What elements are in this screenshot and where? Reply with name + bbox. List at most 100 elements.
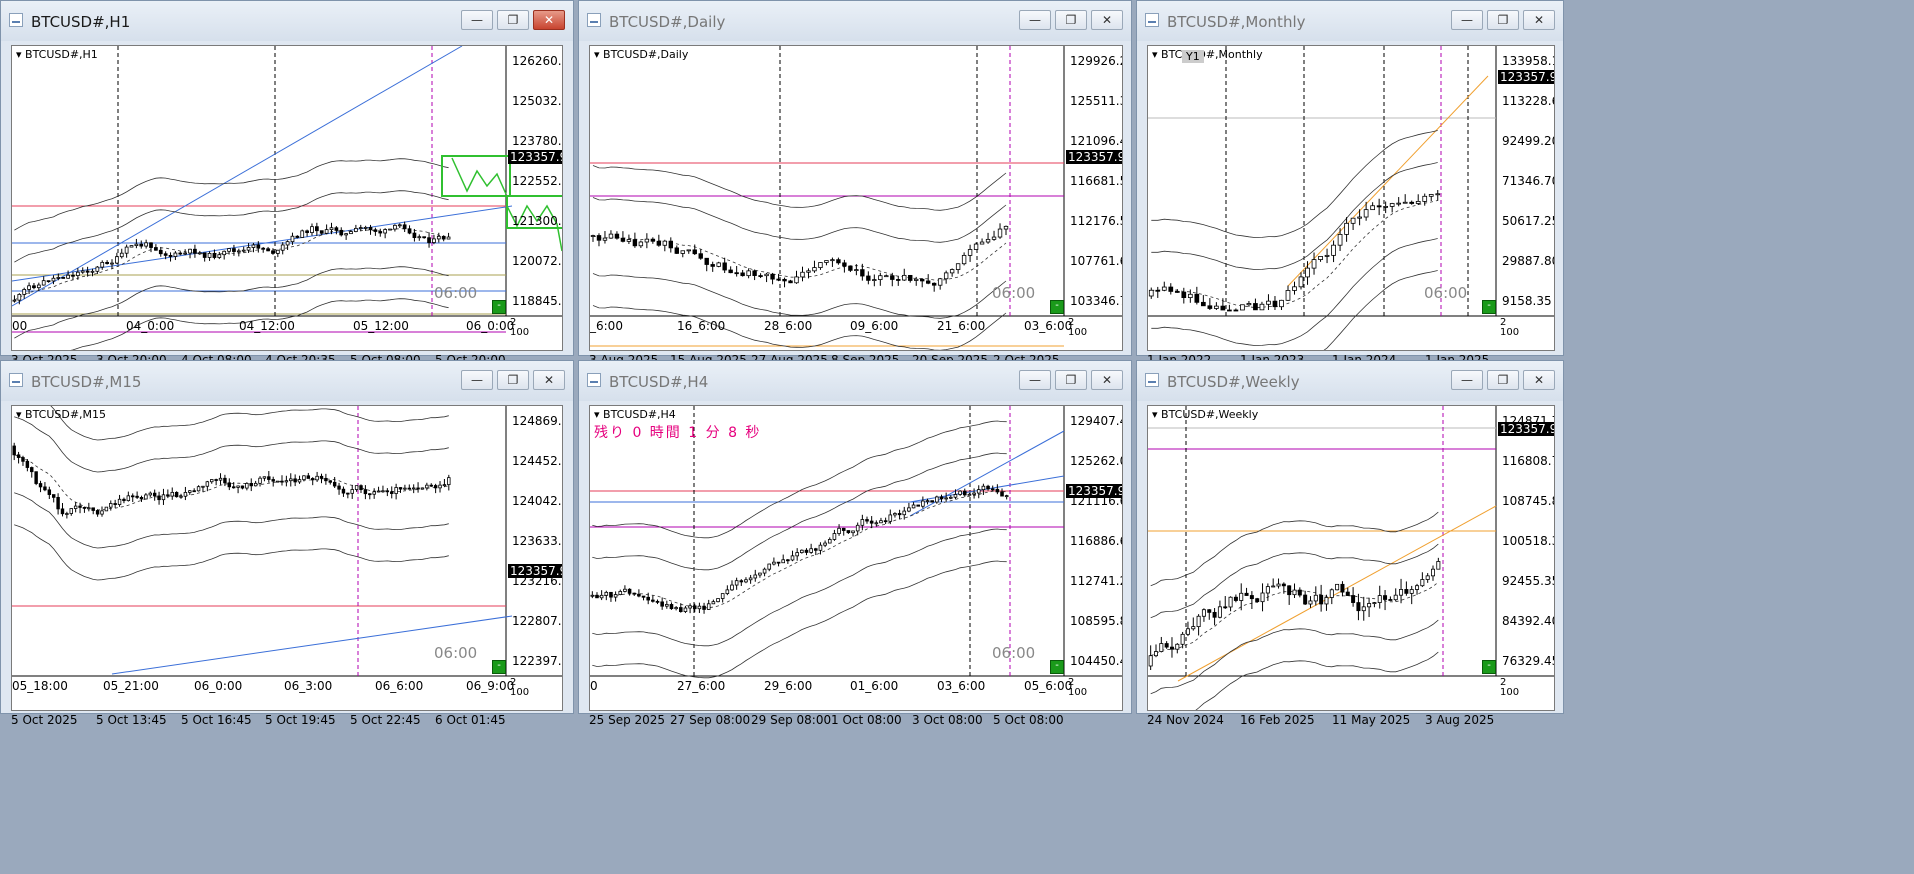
candle (1155, 286, 1161, 298)
one-click-trading-button[interactable]: - (492, 300, 506, 314)
candle (1233, 594, 1238, 603)
close-button[interactable]: ✕ (1091, 370, 1123, 390)
candle (12, 295, 17, 303)
one-click-trading-button[interactable]: - (1482, 300, 1496, 314)
candle (662, 239, 668, 252)
time-axis-label: 04_12:00 (239, 319, 295, 333)
maximize-button[interactable]: ❐ (497, 10, 529, 30)
chart-window-w1[interactable]: BTCUSD#,Weekly — ❐ ✕ ▾ BTCUSD#,Weekly 124871.… (1136, 360, 1564, 727)
candle (739, 579, 744, 586)
candle (350, 484, 354, 499)
price-axis-label: 108595.80 (1070, 614, 1122, 628)
period-toggle-label[interactable]: Y1 (1182, 50, 1204, 63)
maximize-button[interactable]: ❐ (1487, 370, 1519, 390)
title-bar[interactable]: BTCUSD#,Monthly — ❐ ✕ (1137, 1, 1563, 41)
candle (1244, 587, 1249, 596)
minimize-button[interactable]: — (1019, 370, 1051, 390)
trend-line[interactable] (1177, 505, 1497, 682)
candle (1266, 294, 1271, 310)
title-bar[interactable]: BTCUSD#,M15 — ❐ ✕ (1, 361, 573, 401)
minimize-button[interactable]: — (1451, 370, 1483, 390)
candle (1331, 240, 1336, 263)
candle (1223, 596, 1228, 609)
close-button[interactable]: ✕ (1091, 10, 1123, 30)
candle (730, 580, 734, 591)
candle (1196, 614, 1201, 636)
chart-window-h1[interactable]: BTCUSD#,H1 —❐✕ ▾ BTCUSD#,H1 126260.25 125032… (0, 0, 574, 367)
one-click-trading-button[interactable]: - (1050, 300, 1064, 314)
one-click-trading-button[interactable]: - (1482, 660, 1496, 674)
candle (1436, 557, 1441, 570)
price-axis-label: 9158.35 (1502, 294, 1552, 308)
scale-corner-label: 2 100 (1068, 317, 1088, 338)
candle (75, 268, 80, 280)
chart-canvas[interactable] (590, 406, 1123, 711)
candle (976, 485, 981, 499)
title-bar[interactable]: BTCUSD#,H4 — ❐ ✕ (579, 361, 1131, 401)
candle (818, 262, 823, 270)
chart-canvas[interactable] (590, 46, 1123, 351)
candle (1212, 608, 1217, 626)
candle (1324, 248, 1330, 264)
trend-line[interactable] (12, 205, 513, 282)
price-chart[interactable]: ▾ BTCUSD#,Monthly 133958.10 113228.65 92499… (1147, 45, 1555, 351)
candle (16, 451, 21, 464)
maximize-button[interactable]: ❐ (1487, 10, 1519, 30)
candle (1389, 202, 1395, 213)
bollinger-upper (1150, 543, 1439, 619)
candle (1324, 594, 1329, 611)
trend-line[interactable] (909, 430, 1065, 517)
candle (319, 230, 324, 236)
candle (884, 274, 889, 278)
chart-symbol-label: ▾ BTCUSD#,H4 (594, 408, 676, 421)
candle (344, 233, 348, 240)
chart-window-m15[interactable]: BTCUSD#,M15 —❐✕ ▾ BTCUSD#,M15 124869.55 1244… (0, 360, 574, 727)
chart-canvas[interactable] (1148, 406, 1555, 711)
candle (334, 226, 339, 235)
minimize-button[interactable]: — (461, 370, 493, 390)
chart-canvas[interactable] (12, 46, 563, 351)
trend-line[interactable] (1287, 75, 1489, 287)
minimize-button[interactable]: — (1451, 10, 1483, 30)
candle (38, 480, 43, 493)
price-chart[interactable]: ▾ BTCUSD#,H1 126260.25 125032.80 123780.30 1… (11, 45, 563, 351)
minimize-button[interactable]: — (461, 10, 493, 30)
price-chart[interactable]: ▾ BTCUSD#,M15 124869.55 124452.05 124042.90… (11, 405, 563, 711)
close-button[interactable]: ✕ (1523, 10, 1555, 30)
date-axis-label: 29 Sep 08:00 (751, 713, 832, 727)
candle (830, 257, 835, 267)
chart-canvas[interactable] (1148, 46, 1555, 351)
chart-window-d1[interactable]: BTCUSD#,Daily —❐✕ ▾ BTCUSD#,Daily 129926.20… (578, 0, 1132, 367)
candle (590, 591, 595, 599)
candle (618, 589, 623, 596)
candle (866, 271, 871, 285)
close-button[interactable]: ✕ (1523, 370, 1555, 390)
trend-line[interactable] (12, 46, 463, 307)
one-click-trading-button[interactable]: - (492, 660, 506, 674)
title-bar[interactable]: BTCUSD#,Daily — ❐ ✕ (579, 1, 1131, 41)
maximize-button[interactable]: ❐ (1055, 370, 1087, 390)
trend-line[interactable] (111, 615, 513, 675)
minimize-button[interactable]: — (1019, 10, 1051, 30)
chart-window-h4[interactable]: BTCUSD#,H4 —❐✕ ▾ BTCUSD#,H4 129407.40 125262… (578, 360, 1132, 727)
time-axis-label: _6:00 (590, 319, 623, 333)
candle (1246, 301, 1252, 307)
title-bar[interactable]: BTCUSD#,H1 — ❐ ✕ (1, 1, 573, 41)
candle (943, 270, 949, 284)
price-axis-label: 133958.10 (1502, 54, 1554, 68)
candle (644, 233, 650, 249)
close-button[interactable]: ✕ (533, 370, 565, 390)
maximize-button[interactable]: ❐ (497, 370, 529, 390)
price-chart[interactable]: ▾ BTCUSD#,Weekly124871.70116808.75108745… (1147, 405, 1555, 711)
maximize-button[interactable]: ❐ (1055, 10, 1087, 30)
close-button[interactable]: ✕ (533, 10, 565, 30)
title-bar[interactable]: BTCUSD#,Weekly — ❐ ✕ (1137, 361, 1563, 401)
projection-box[interactable] (506, 195, 563, 229)
bollinger-lower (14, 266, 449, 339)
chart-window-mn[interactable]: BTCUSD#,Monthly — ❐ ✕ ▾ BTCUSD#,Monthly 13395… (1136, 0, 1564, 367)
one-click-trading-button[interactable]: - (1050, 660, 1064, 674)
chart-canvas[interactable] (12, 406, 563, 711)
projection-box[interactable] (441, 155, 511, 197)
price-chart[interactable]: ▾ BTCUSD#,Daily 129926.20 125511.30 121096.… (589, 45, 1123, 351)
price-chart[interactable]: ▾ BTCUSD#,H4129407.40125262.00121116.601… (589, 405, 1123, 711)
